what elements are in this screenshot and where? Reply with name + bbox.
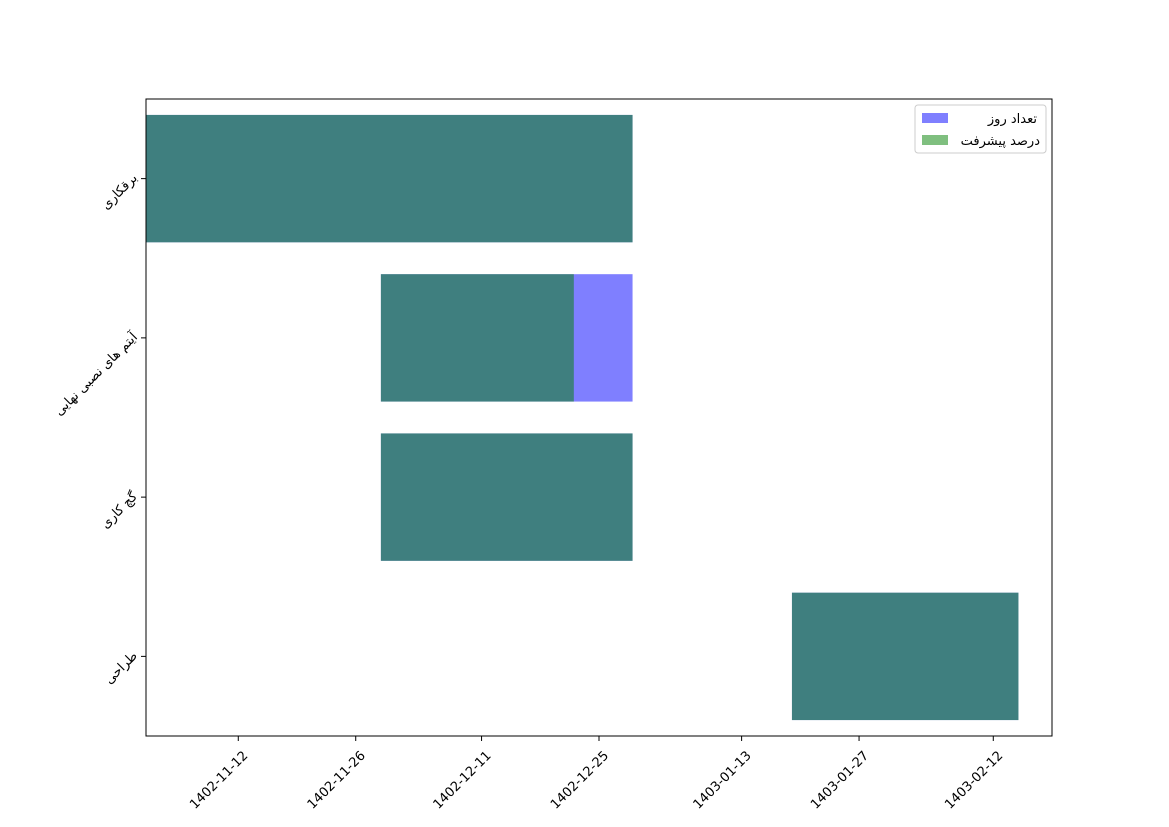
x-tick-label-0: 1402-11-12	[187, 748, 251, 812]
bar-series1-item1	[380, 274, 574, 402]
x-tick-label-4: 1403-01-13	[691, 748, 755, 812]
bars-layer	[146, 114, 1019, 721]
bar-series1-item0	[146, 114, 633, 243]
y-tick-label-0: برقکاری	[99, 171, 141, 213]
legend-label-progress: درصد پیشرفت	[961, 134, 1041, 149]
x-axis: 1402-11-12 1402-11-26 1402-12-11 1402-12-25…	[187, 736, 1006, 812]
x-tick-label-3: 1402-12-25	[548, 748, 612, 812]
y-tick-label-1: آیتم های نصبی نهایی	[50, 328, 141, 419]
x-tick-label-5: 1403-01-27	[808, 748, 872, 812]
x-tick-label-1: 1402-11-26	[305, 748, 369, 812]
x-tick-label-6: 1403-02-12	[942, 748, 1006, 812]
y-tick-label-2: گچ کاری	[97, 488, 141, 532]
legend: تعداد روز درصد پیشرفت	[914, 104, 1047, 154]
bar-series1-item2	[380, 433, 633, 561]
legend-swatch-progress	[922, 135, 948, 145]
legend-swatch-days	[922, 113, 948, 123]
legend-label-days: تعداد روز	[987, 112, 1037, 127]
x-tick-label-2: 1402-12-11	[431, 748, 495, 812]
y-axis: برقکاری آیتم های نصبی نهایی گچ کاری طراحی	[50, 171, 146, 688]
y-tick-label-3: طراحی	[102, 649, 141, 688]
bar-series1-item3	[791, 592, 1019, 721]
